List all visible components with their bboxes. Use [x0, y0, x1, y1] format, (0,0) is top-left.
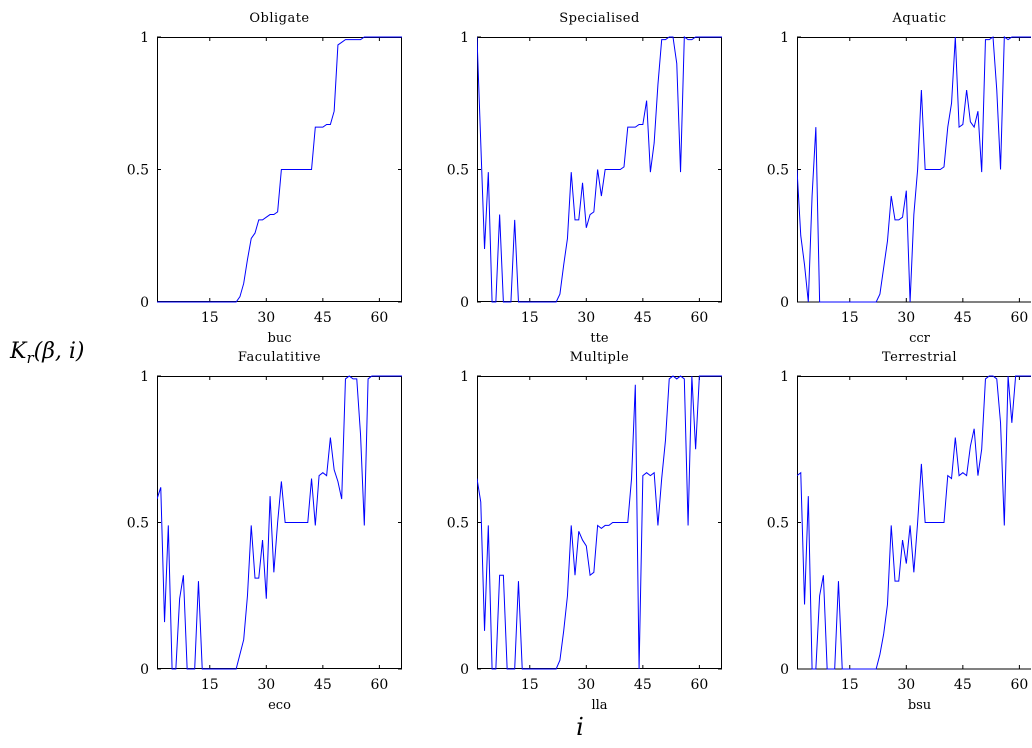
- panel-title: Faculatitive: [238, 350, 321, 365]
- xtick-label: 45: [954, 677, 972, 693]
- xtick-label: 45: [634, 677, 652, 693]
- xtick-label: 60: [370, 677, 388, 693]
- xtick-label: 60: [1010, 677, 1028, 693]
- ytick-label: 1: [140, 369, 149, 385]
- panel-5: Terrestrial 0 0.5 1 15 30 45 60 bsu: [767, 350, 1031, 713]
- xtick-label: 45: [314, 677, 332, 693]
- ytick-label: 1: [780, 30, 789, 46]
- ytick-label: 0: [780, 662, 789, 678]
- ytick-label: 0: [780, 295, 789, 311]
- panel-2: Aquatic 0 0.5 1 15 30 45 60 ccr: [767, 11, 1031, 346]
- panel-xlabel: eco: [268, 698, 291, 713]
- ytick-label: 0.5: [767, 516, 789, 532]
- ytick-label: 0: [460, 662, 469, 678]
- xtick-label: 30: [577, 677, 595, 693]
- series-line: [797, 375, 1031, 670]
- ytick-label: 1: [780, 369, 789, 385]
- panels: Obligate 0 0.5 1 15 30 45 60 buc Specialised 0 0.5 1…: [127, 11, 1031, 713]
- xtick-label: 60: [690, 310, 708, 326]
- series-line: [477, 36, 722, 303]
- panel-xlabel: bsu: [908, 698, 931, 713]
- xtick-label: 15: [841, 677, 859, 693]
- ytick-label: 0: [460, 295, 469, 311]
- plot-frame: [797, 376, 1031, 670]
- series-line: [477, 375, 722, 670]
- series-line: [157, 375, 402, 670]
- panel-xlabel: buc: [268, 331, 292, 346]
- panel-xlabel: ccr: [909, 331, 931, 346]
- ytick-label: 0: [140, 295, 149, 311]
- panel-1: Specialised 0 0.5 1 15 30 45 60 tte: [447, 11, 722, 346]
- figure-xlabel: i: [576, 713, 584, 741]
- panel-0: Obligate 0 0.5 1 15 30 45 60 buc: [127, 11, 402, 346]
- panel-title: Specialised: [559, 11, 640, 26]
- ytick-label: 0.5: [767, 163, 789, 179]
- xtick-label: 15: [201, 677, 219, 693]
- xtick-label: 45: [314, 310, 332, 326]
- ytick-label: 0.5: [127, 163, 149, 179]
- xtick-label: 60: [690, 677, 708, 693]
- plot-frame: [477, 37, 722, 302]
- panel-title: Obligate: [249, 11, 309, 26]
- ytick-label: 0.5: [447, 516, 469, 532]
- xtick-label: 15: [201, 310, 219, 326]
- xtick-label: 60: [1010, 310, 1028, 326]
- panel-title: Multiple: [570, 350, 629, 365]
- panel-4: Multiple 0 0.5 1 15 30 45 60 lla: [447, 350, 722, 713]
- panel-xlabel: tte: [590, 331, 608, 346]
- ytick-label: 1: [460, 369, 469, 385]
- xtick-label: 30: [577, 310, 595, 326]
- ytick-label: 0: [140, 662, 149, 678]
- xtick-label: 30: [897, 677, 915, 693]
- xtick-label: 15: [841, 310, 859, 326]
- xtick-label: 30: [897, 310, 915, 326]
- plot-frame: [157, 376, 402, 669]
- ytick-label: 0.5: [447, 163, 469, 179]
- xtick-label: 15: [521, 310, 539, 326]
- xtick-label: 45: [634, 310, 652, 326]
- series-line: [797, 36, 1031, 303]
- xtick-label: 15: [521, 677, 539, 693]
- panel-xlabel: lla: [591, 698, 607, 713]
- ytick-label: 1: [140, 30, 149, 46]
- panel-title: Aquatic: [892, 11, 947, 26]
- plot-frame: [157, 37, 402, 302]
- xtick-label: 30: [257, 310, 275, 326]
- figure-ylabel: Kr(β, i): [9, 339, 85, 367]
- xtick-label: 30: [257, 677, 275, 693]
- xtick-label: 60: [370, 310, 388, 326]
- ytick-label: 1: [460, 30, 469, 46]
- xtick-label: 45: [954, 310, 972, 326]
- series-line: [157, 36, 402, 303]
- panel-title: Terrestrial: [882, 350, 957, 365]
- ytick-label: 0.5: [127, 516, 149, 532]
- panel-3: Faculatitive 0 0.5 1 15 30 45 60 eco: [127, 350, 402, 713]
